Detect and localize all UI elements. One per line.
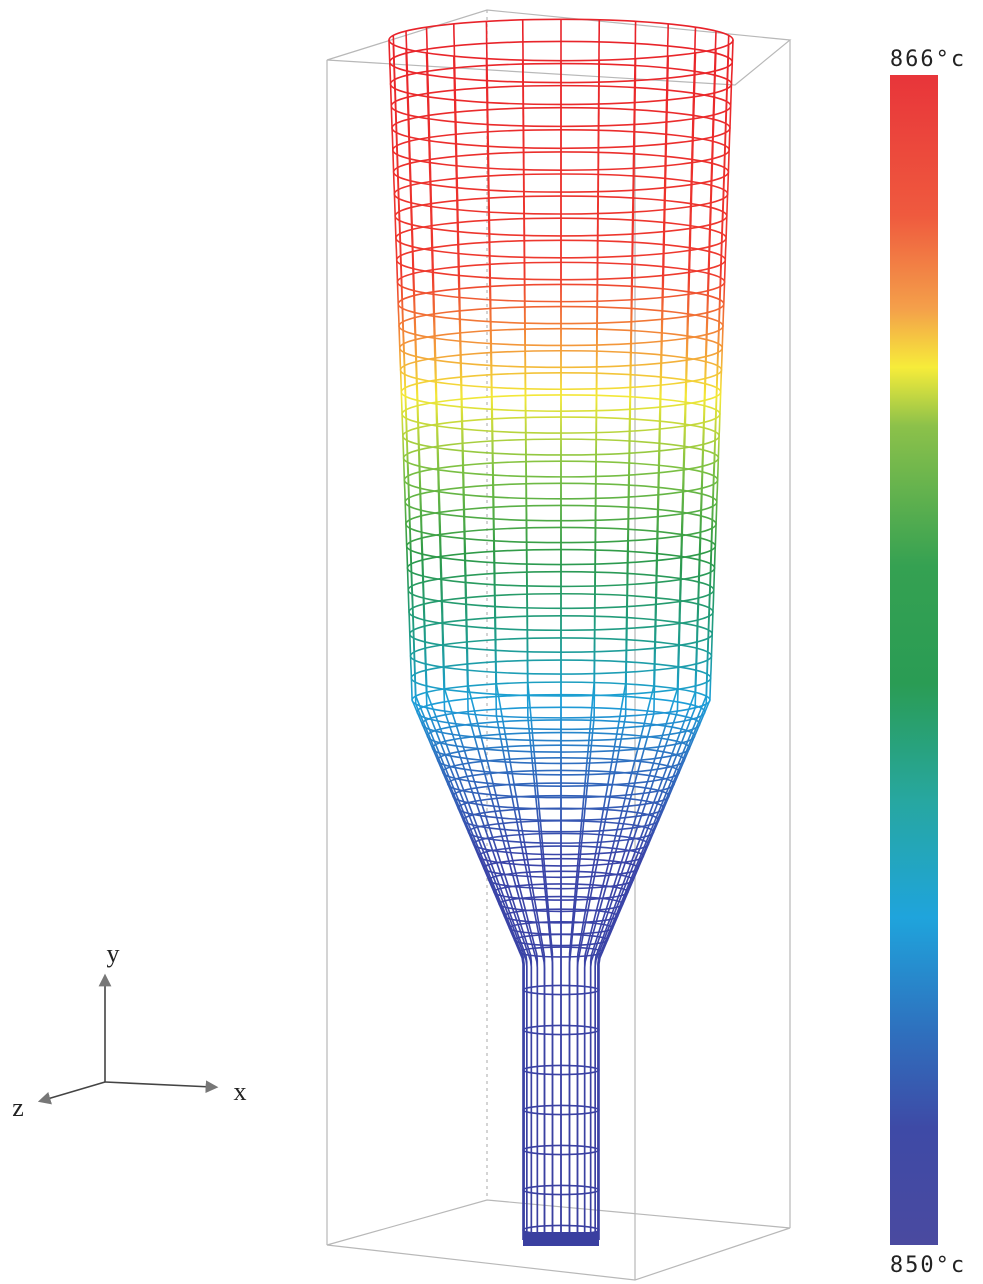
mesh-line — [568, 19, 601, 1236]
mesh-line — [453, 23, 539, 1237]
wireframe-mesh — [388, 18, 734, 1246]
y-axis-label: y — [107, 939, 120, 968]
colorbar-min-label: 850°c — [890, 1253, 966, 1278]
mesh-line — [392, 35, 525, 1239]
mesh-line — [388, 39, 524, 1240]
mesh-line — [589, 52, 697, 1243]
bounding-box — [326, 9, 792, 1281]
mesh-line — [425, 27, 533, 1238]
colorbar — [890, 75, 938, 1245]
colorbar-max-label: 866°c — [890, 47, 966, 72]
mesh-line — [597, 35, 730, 1239]
pipe-bottom — [523, 1232, 599, 1246]
x-axis-label: x — [234, 1077, 247, 1106]
mesh-line — [583, 23, 669, 1237]
mesh-line — [405, 30, 528, 1238]
z-axis-label: z — [12, 1093, 24, 1122]
mesh-line — [598, 39, 734, 1240]
mesh-line — [589, 27, 697, 1238]
mesh-line — [521, 19, 554, 1236]
mesh-line — [425, 52, 533, 1243]
mesh-line — [485, 21, 546, 1236]
mesh-line — [576, 21, 637, 1236]
mesh-line — [594, 30, 717, 1238]
axis-triad — [37, 973, 219, 1105]
z-arrow — [37, 1081, 106, 1105]
x-arrow — [104, 1080, 219, 1094]
